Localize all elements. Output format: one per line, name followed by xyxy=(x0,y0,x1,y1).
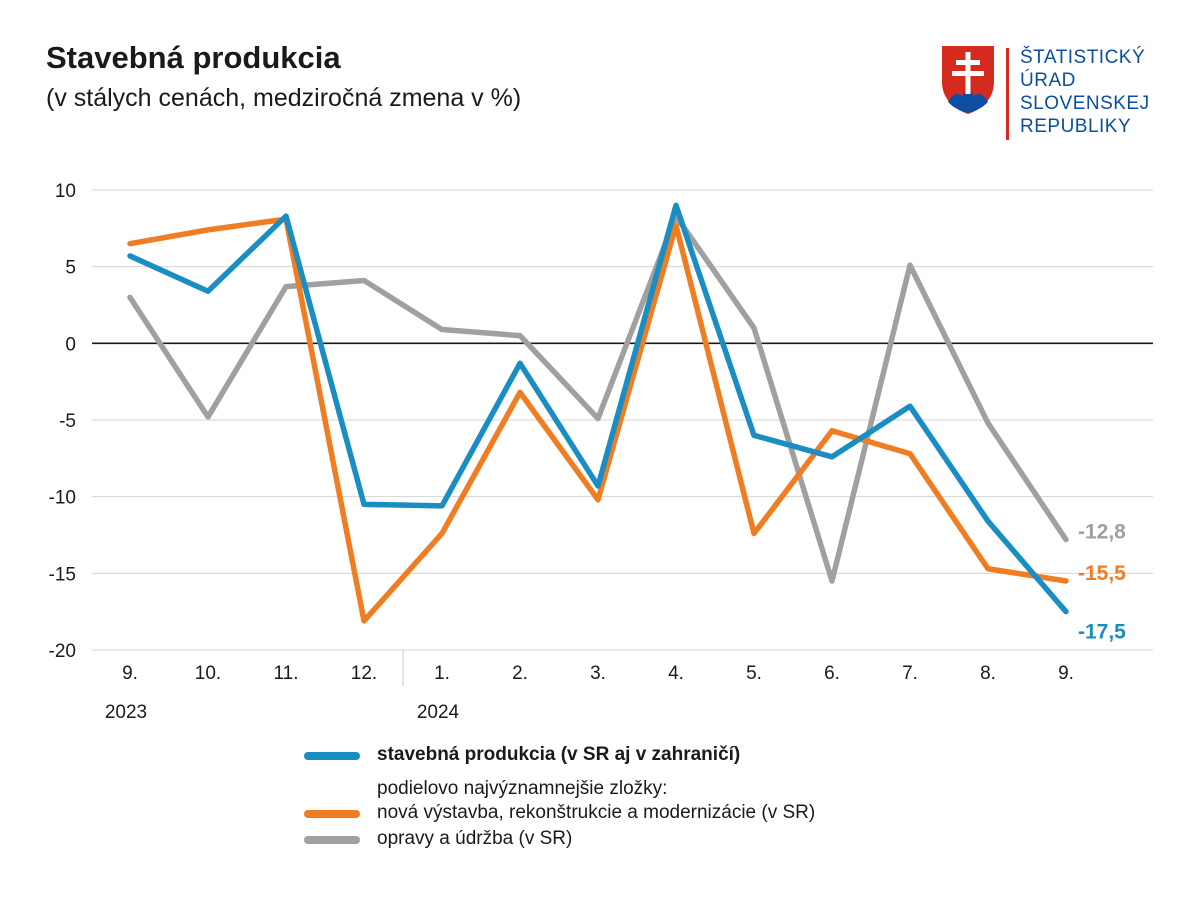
legend-swatch-blue xyxy=(304,752,360,760)
chart-subtitle: (v stálych cenách, medziročná zmena v %) xyxy=(46,84,522,112)
statistical-office-logo: ŠTATISTICKÝ ÚRAD SLOVENSKEJ REPUBLIKY xyxy=(940,44,1170,144)
y-tick-label: -10 xyxy=(49,488,76,509)
y-tick-label: -15 xyxy=(49,564,76,585)
logo-line-3: SLOVENSKEJ xyxy=(1020,93,1150,114)
logo-line-2: ÚRAD xyxy=(1020,70,1076,91)
slovak-coat-of-arms-icon xyxy=(942,46,994,114)
x-tick-label: 12. xyxy=(351,663,377,684)
series-end-label: -15,5 xyxy=(1078,562,1126,585)
x-tick-label: 8. xyxy=(980,663,996,684)
year-label: 2023 xyxy=(105,702,147,723)
x-tick-label: 3. xyxy=(590,663,606,684)
legend-label-main: stavebná produkcia (v SR aj v zahraničí) xyxy=(377,744,741,765)
legend-label-gray: opravy a údržba (v SR) xyxy=(377,828,573,849)
legend-note: podielovo najvýznamnejšie zložky: xyxy=(377,778,668,799)
series-line xyxy=(127,202,1069,615)
y-tick-label: -20 xyxy=(49,641,76,662)
logo-line-1: ŠTATISTICKÝ xyxy=(1020,47,1146,68)
year-label: 2024 xyxy=(417,702,460,723)
legend-swatch-gray xyxy=(304,836,360,844)
logo-text: ŠTATISTICKÝ ÚRAD SLOVENSKEJ REPUBLIKY xyxy=(1020,46,1150,138)
x-tick-label: 10. xyxy=(195,663,221,684)
x-tick-label: 1. xyxy=(434,663,450,684)
series-end-label: -12,8 xyxy=(1078,521,1126,544)
y-tick-label: 10 xyxy=(55,181,76,202)
series-end-label: -17,5 xyxy=(1078,621,1126,644)
series-line xyxy=(127,213,1069,584)
x-tick-label: 9. xyxy=(122,663,138,684)
y-tick-label: -5 xyxy=(59,411,76,432)
x-tick-label: 2. xyxy=(512,663,528,684)
x-tick-label: 9. xyxy=(1058,663,1074,684)
x-tick-label: 5. xyxy=(746,663,762,684)
x-tick-label: 7. xyxy=(902,663,918,684)
chart-title: Stavebná produkcia xyxy=(46,40,341,75)
legend-label-orange: nová výstavba, rekonštrukcie a modernizá… xyxy=(377,802,816,823)
x-tick-label: 6. xyxy=(824,663,840,684)
x-tick-label: 11. xyxy=(273,663,298,684)
legend-swatch-orange xyxy=(304,810,360,818)
y-tick-label: 0 xyxy=(65,334,76,355)
logo-divider xyxy=(1006,48,1009,140)
x-tick-label: 4. xyxy=(668,663,684,684)
y-tick-label: 5 xyxy=(65,258,76,279)
logo-line-4: REPUBLIKY xyxy=(1020,116,1132,137)
